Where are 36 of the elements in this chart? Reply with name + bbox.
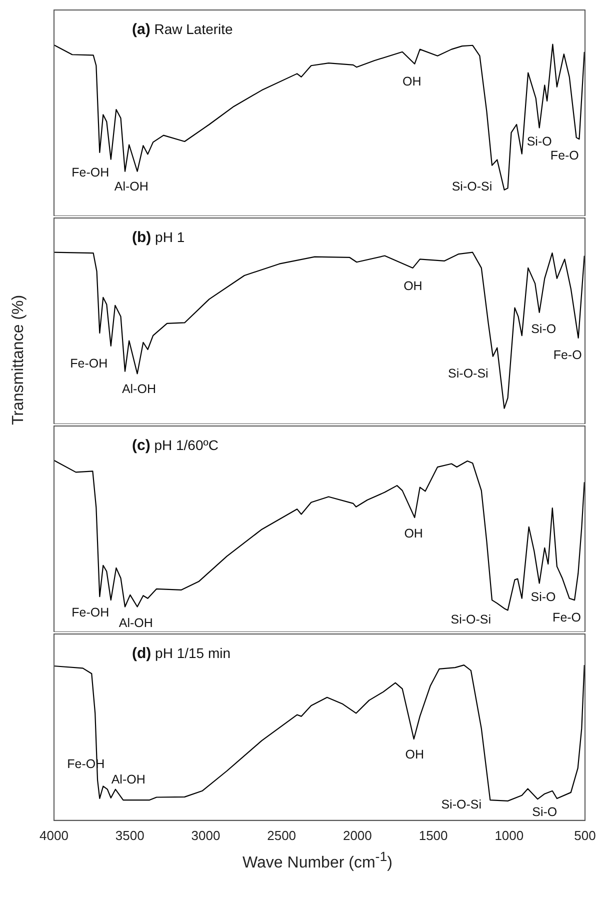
chart-title: (b) pH 1 xyxy=(132,228,185,246)
annotation: OH xyxy=(402,74,422,89)
annotation: Si-O-Si xyxy=(441,797,482,812)
annotation: Fe-OH xyxy=(72,166,110,180)
annotation: Al-OH xyxy=(122,382,156,396)
annotation: Fe-OH xyxy=(72,606,110,620)
y-axis-title: Transmittance (%) xyxy=(10,294,28,426)
annotation: Fe-O xyxy=(553,348,582,362)
annotation: Si-O xyxy=(526,134,552,149)
annotation: Al-OH xyxy=(111,772,146,786)
x-tick-label: 500 xyxy=(574,828,596,843)
x-tick-label: 1000 xyxy=(494,828,524,843)
chart-title: (d) pH 1/15 min xyxy=(132,644,231,662)
annotation: OH xyxy=(404,279,422,294)
x-tick-label: 4000 xyxy=(40,828,68,843)
annotation: Si-O-Si xyxy=(450,612,492,626)
x-tick-label: 1500 xyxy=(418,828,448,843)
annotation: OH xyxy=(404,526,423,541)
annotation: Fe-OH xyxy=(70,356,108,370)
annotation: Al-OH xyxy=(118,616,153,630)
chart-title: (c) pH 1/60ºC xyxy=(132,436,218,454)
annotation: Al-OH xyxy=(114,179,148,194)
x-axis-title: Wave Number (cm$^{-1}$) xyxy=(242,849,394,872)
x-tick-label: 3000 xyxy=(191,828,220,843)
x-tick-label: 3500 xyxy=(115,828,144,843)
annotation: Si-O xyxy=(532,805,558,820)
x-tick-label: 2000 xyxy=(342,828,372,843)
annotation: Si-O xyxy=(530,590,556,604)
x-tick-label: 2500 xyxy=(267,828,296,843)
annotation: Fe-O xyxy=(552,610,582,625)
annotation: Si-O xyxy=(531,322,556,336)
annotation: Si-O-Si xyxy=(448,366,488,381)
annotation: Fe-O xyxy=(550,148,580,162)
annotation: Si-O-Si xyxy=(452,179,492,194)
annotation: OH xyxy=(405,748,424,762)
chart-title: (a) Raw Laterite xyxy=(132,20,234,38)
